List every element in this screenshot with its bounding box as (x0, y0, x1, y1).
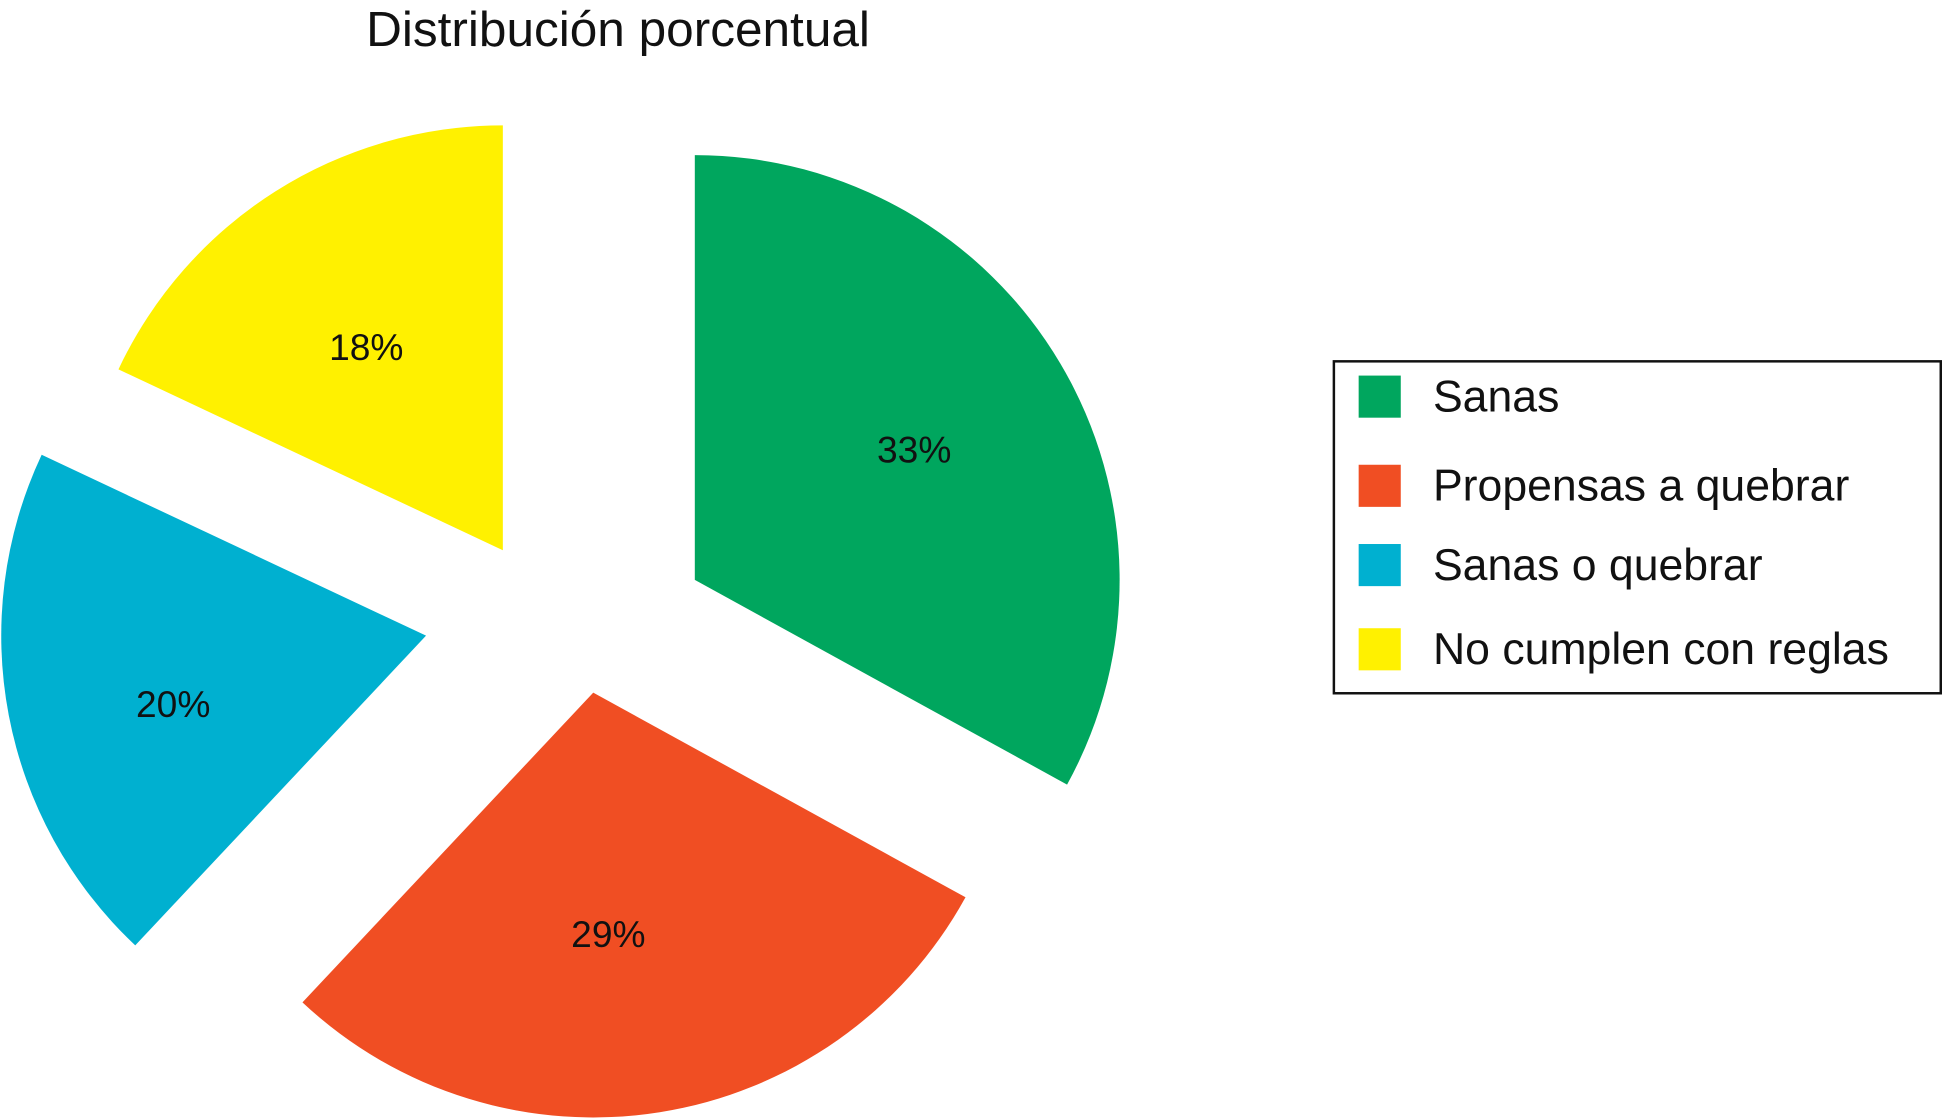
legend-box (1332, 360, 1942, 695)
legend-label: Sanas (1433, 372, 1559, 421)
slice-data-label: 20% (136, 683, 210, 725)
legend-swatch (1358, 544, 1401, 587)
pie-slice-sanas (694, 155, 1120, 785)
legend-swatch (1358, 375, 1401, 418)
chart-title: Distribución porcentual (366, 2, 870, 57)
pie-slice-no-cumplen-con-reglas (118, 125, 503, 551)
legend-swatch (1358, 628, 1401, 671)
slice-data-label: 33% (877, 429, 951, 471)
slice-data-label: 18% (329, 326, 403, 368)
pie-slice-propensas-a-quebrar (302, 692, 966, 1118)
pie-slice-sanas-o-quebrar (1, 454, 427, 946)
legend-label: Propensas a quebrar (1433, 462, 1849, 511)
legend-swatch (1358, 464, 1401, 507)
legend: Sanas Propensas a quebrar Sanas o quebrar N… (1332, 360, 1942, 695)
legend-label: Sanas o quebrar (1433, 541, 1763, 590)
slice-data-label: 29% (571, 913, 645, 955)
legend-label: No cumplen con reglas (1433, 625, 1889, 674)
